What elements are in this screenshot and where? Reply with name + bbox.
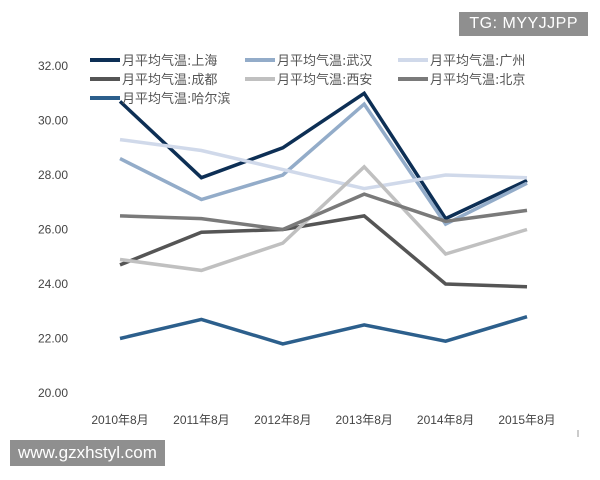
legend-label: 月平均气温:西安 xyxy=(277,72,372,88)
legend-label: 月平均气温:武汉 xyxy=(277,53,372,69)
legend-label: 月平均气温:成都 xyxy=(122,72,217,88)
legend-label: 月平均气温:哈尔滨 xyxy=(122,91,230,107)
series-line-6 xyxy=(119,315,528,346)
series-line-3 xyxy=(119,214,528,289)
y-tick-label: 24.00 xyxy=(38,277,68,291)
watermark-top: TG: MYYJJPP xyxy=(459,12,588,36)
y-tick-label: 28.00 xyxy=(38,168,68,182)
legend-label: 月平均气温:上海 xyxy=(122,53,217,69)
x-tick-label: 2015年8月 xyxy=(498,413,555,427)
y-tick-label: 32.00 xyxy=(38,59,68,73)
series-line-2 xyxy=(119,137,528,191)
series-line-4 xyxy=(119,164,528,273)
x-tick-label: 2012年8月 xyxy=(254,413,311,427)
x-tick-label: 2013年8月 xyxy=(336,413,393,427)
legend-label: 月平均气温:北京 xyxy=(430,72,525,88)
y-tick-label: 30.00 xyxy=(38,114,68,128)
legend-label: 月平均气温:广州 xyxy=(430,53,525,69)
x-tick-label: 2014年8月 xyxy=(417,413,474,427)
series-line-5 xyxy=(119,192,528,232)
series-line-1 xyxy=(119,101,528,227)
watermark-bottom: www.gzxhstyl.com xyxy=(10,440,165,466)
series-line-0 xyxy=(118,90,528,221)
y-tick-label: 26.00 xyxy=(38,223,68,237)
x-tick-label: 2010年8月 xyxy=(91,413,148,427)
y-tick-label: 20.00 xyxy=(38,386,68,400)
x-tick-label: 2011年8月 xyxy=(173,413,229,427)
y-tick-label: 22.00 xyxy=(38,332,68,346)
